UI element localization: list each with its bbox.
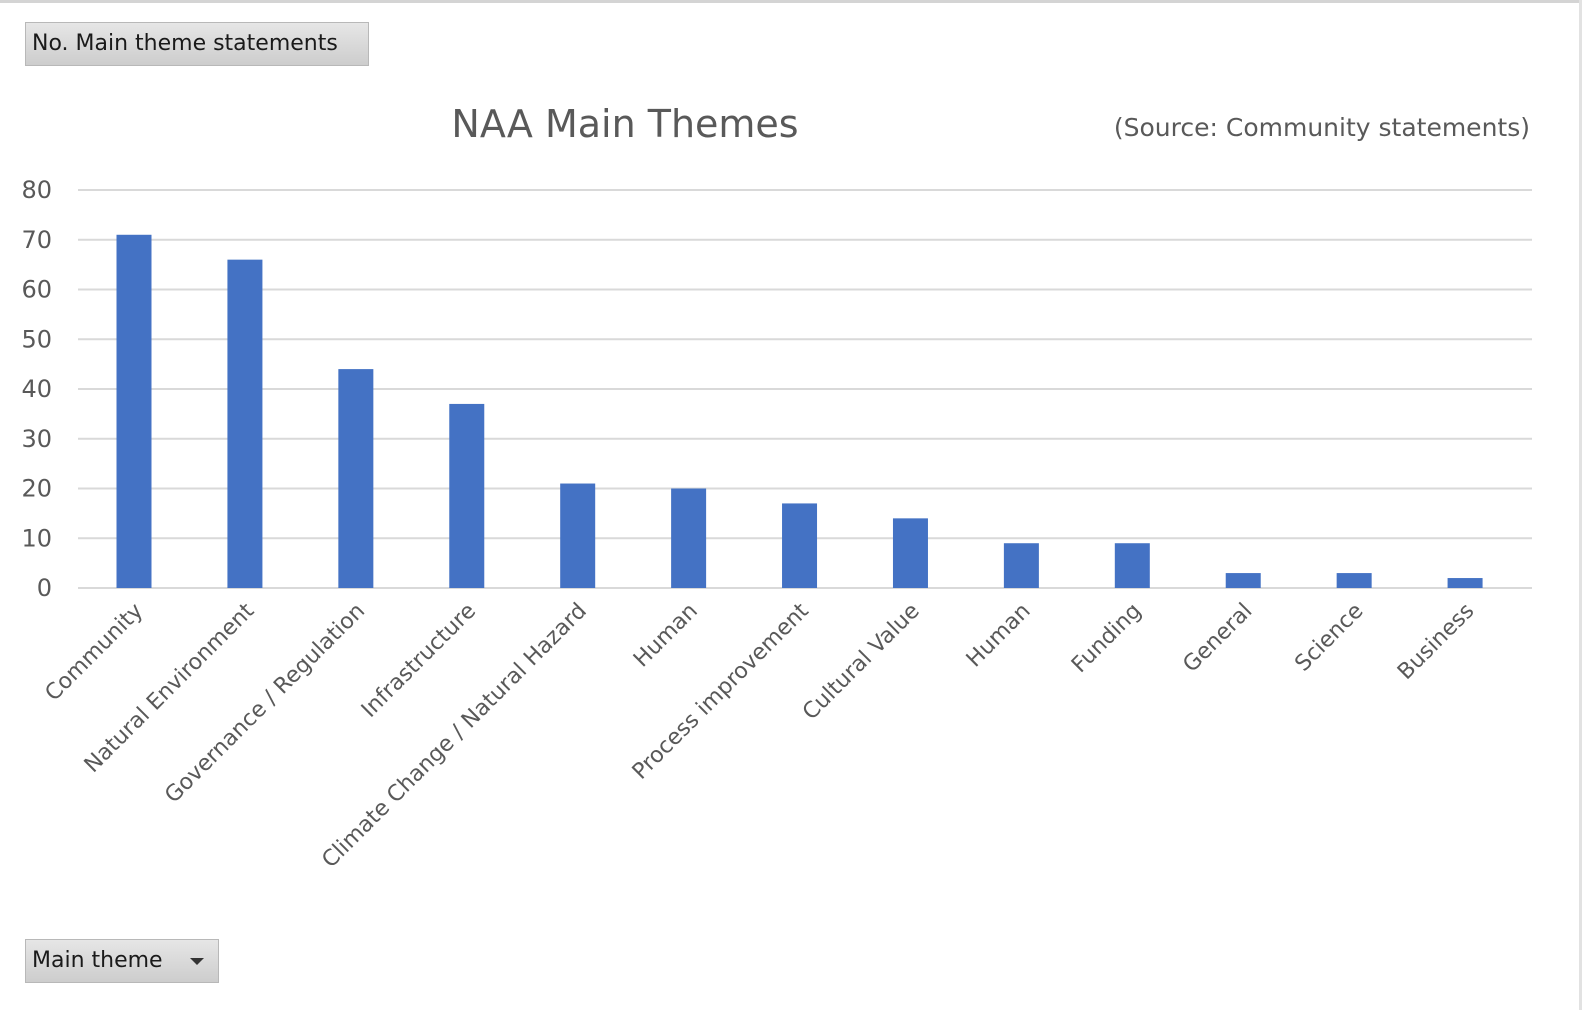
pivot-axis-field-button[interactable]: Main theme <box>25 939 219 983</box>
bar <box>892 518 928 588</box>
x-tick-label: Cultural Value <box>798 599 925 726</box>
y-tick-label: 60 <box>21 276 52 304</box>
bar <box>671 488 707 588</box>
bar <box>560 483 596 588</box>
window-top-border <box>0 0 1582 3</box>
y-tick-label: 40 <box>21 375 52 403</box>
bar <box>782 503 818 588</box>
bar <box>1447 578 1483 588</box>
chevron-down-icon[interactable] <box>190 958 204 965</box>
x-tick-label: Business <box>1393 599 1479 685</box>
x-tick-label: General <box>1178 599 1257 678</box>
x-tick-label: Infrastructure <box>357 599 481 723</box>
bar <box>1336 573 1372 588</box>
y-tick-label: 50 <box>21 325 52 353</box>
x-tick-label: Community <box>41 599 149 707</box>
bar <box>116 234 152 588</box>
x-tick-label: Funding <box>1067 599 1146 678</box>
y-axis-tick-labels: 0 10 20 30 40 50 60 70 80 <box>21 176 52 602</box>
bar <box>227 259 263 588</box>
pivot-axis-field-label: Main theme <box>32 948 163 973</box>
y-tick-label: 80 <box>21 176 52 204</box>
bar <box>1225 573 1261 588</box>
bars <box>116 234 1483 588</box>
x-tick-label: Science <box>1290 599 1368 677</box>
x-tick-label: Human <box>629 599 703 673</box>
bar <box>1003 543 1039 588</box>
y-tick-label: 20 <box>21 475 52 503</box>
pivot-value-field-button[interactable]: No. Main theme statements <box>25 22 369 66</box>
gridlines <box>78 189 1532 589</box>
y-tick-label: 0 <box>37 574 52 602</box>
y-tick-label: 10 <box>21 524 52 552</box>
x-tick-label: Process improvement <box>628 598 814 784</box>
chart-subtitle: (Source: Community statements) <box>1114 113 1530 142</box>
y-tick-label: 70 <box>21 226 52 254</box>
bar <box>449 403 485 588</box>
window-right-border <box>1579 0 1582 1010</box>
y-tick-label: 30 <box>21 425 52 453</box>
x-tick-label: Governance / Regulation <box>160 599 370 809</box>
bar <box>338 369 374 588</box>
x-tick-label: Human <box>962 599 1036 673</box>
bar <box>1114 543 1150 588</box>
chart-title: NAA Main Themes <box>451 102 798 146</box>
